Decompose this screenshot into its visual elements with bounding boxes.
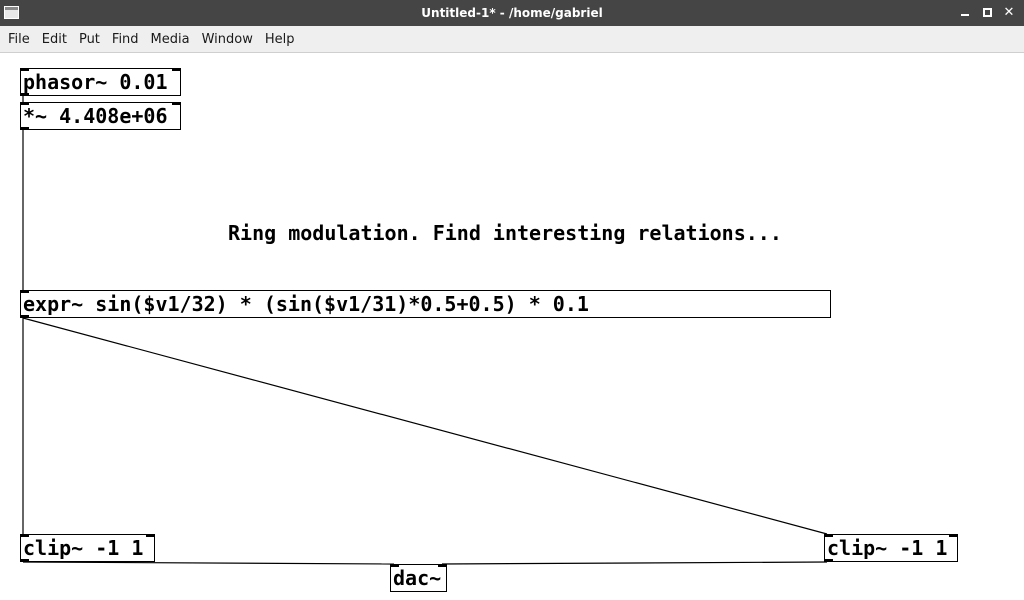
phasor-object-text: phasor~ 0.01	[23, 70, 168, 94]
inlet-port[interactable]	[949, 534, 958, 537]
expr-object-text: expr~ sin($v1/32) * (sin($v1/31)*0.5+0.5…	[23, 292, 589, 316]
menu-help[interactable]: Help	[264, 31, 295, 47]
inlet-port[interactable]	[20, 290, 29, 293]
maximize-icon[interactable]	[978, 4, 996, 22]
outlet-port[interactable]	[20, 93, 29, 96]
menu-put[interactable]: Put	[78, 31, 100, 47]
menu-media[interactable]: Media	[150, 31, 190, 47]
patch-connections	[22, 96, 828, 565]
menu-bar: File Edit Put Find Media Window Help	[0, 26, 1024, 53]
wire-expr-to-clip-right	[22, 317, 828, 535]
menu-file[interactable]: File	[8, 31, 30, 47]
inlet-port[interactable]	[20, 68, 29, 71]
window-icon[interactable]	[4, 6, 19, 19]
inlet-port[interactable]	[438, 564, 447, 567]
multiply-object[interactable]: *~ 4.408e+06	[20, 102, 181, 130]
clip-right-object[interactable]: clip~ -1 1	[824, 534, 958, 562]
wire-clip-right-to-dac	[441, 561, 828, 565]
expr-object[interactable]: expr~ sin($v1/32) * (sin($v1/31)*0.5+0.5…	[20, 290, 831, 318]
wire-clip-left-to-dac	[22, 561, 395, 565]
inlet-port[interactable]	[390, 564, 399, 567]
inlet-port[interactable]	[824, 534, 833, 537]
outlet-port[interactable]	[20, 127, 29, 130]
clip-right-object-text: clip~ -1 1	[827, 536, 948, 560]
multiply-object-text: *~ 4.408e+06	[23, 104, 168, 128]
outlet-port[interactable]	[20, 315, 29, 318]
phasor-object[interactable]: phasor~ 0.01	[20, 68, 181, 96]
menu-window[interactable]: Window	[201, 31, 253, 47]
inlet-port[interactable]	[20, 102, 29, 105]
dac-object[interactable]: dac~	[390, 564, 447, 592]
window-titlebar[interactable]: Untitled-1* - /home/gabriel ✕	[0, 0, 1024, 26]
menu-find[interactable]: Find	[111, 31, 139, 47]
inlet-port[interactable]	[172, 102, 181, 105]
inlet-port[interactable]	[172, 68, 181, 71]
menu-edit[interactable]: Edit	[41, 31, 67, 47]
patch-canvas[interactable]: phasor~ 0.01 *~ 4.408e+06 Ring modulatio…	[0, 54, 1024, 600]
clip-left-object[interactable]: clip~ -1 1	[20, 534, 155, 562]
outlet-port[interactable]	[824, 559, 833, 562]
inlet-port[interactable]	[146, 534, 155, 537]
window-title: Untitled-1* - /home/gabriel	[421, 6, 603, 20]
clip-left-object-text: clip~ -1 1	[23, 536, 144, 560]
dac-object-text: dac~	[393, 566, 442, 590]
inlet-port[interactable]	[20, 534, 29, 537]
minimize-icon[interactable]	[956, 4, 974, 22]
outlet-port[interactable]	[20, 559, 29, 562]
close-icon[interactable]: ✕	[1003, 5, 1015, 20]
patch-comment[interactable]: Ring modulation. Find interesting relati…	[228, 221, 782, 245]
